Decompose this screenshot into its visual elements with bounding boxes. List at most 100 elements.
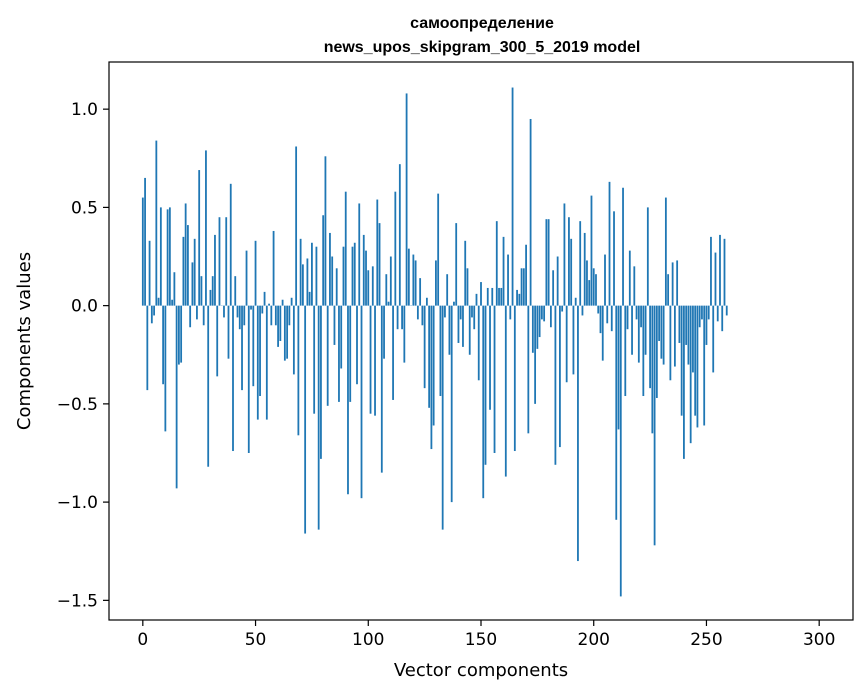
bar-16: [177, 305, 180, 365]
bar-121: [414, 260, 417, 306]
bar-30: [209, 289, 212, 306]
bar-211: [617, 305, 620, 430]
bar-182: [552, 270, 555, 306]
bars-group: [141, 87, 728, 597]
bar-60: [277, 305, 279, 347]
bar-12: [168, 207, 171, 306]
bar-136: [448, 305, 451, 355]
bar-238: [678, 305, 681, 343]
bar-98: [362, 234, 365, 306]
bar-56: [268, 303, 270, 306]
bar-100: [367, 270, 370, 306]
bar-220: [637, 305, 640, 363]
bar-110: [389, 256, 392, 306]
bar-144: [466, 268, 469, 306]
bar-214: [624, 305, 627, 397]
bar-33: [216, 305, 219, 377]
bar-145: [468, 305, 471, 355]
bar-135: [446, 274, 449, 306]
bar-143: [464, 240, 467, 306]
bar-140: [457, 305, 460, 343]
bar-142: [462, 305, 464, 347]
bar-111: [392, 305, 394, 400]
bar-165: [513, 305, 516, 452]
bar-199: [590, 195, 593, 306]
bar-178: [543, 305, 546, 322]
bar-246: [696, 305, 699, 428]
bar-14: [173, 272, 176, 306]
bar-197: [586, 260, 588, 306]
bar-229: [658, 305, 661, 341]
bar-50: [254, 240, 257, 306]
bar-101: [369, 305, 372, 414]
bar-18: [182, 236, 185, 306]
bar-17: [180, 305, 183, 363]
x-tick-label: 0: [137, 630, 148, 650]
bar-45: [243, 305, 246, 326]
bar-88: [340, 305, 343, 369]
bar-247: [698, 305, 701, 328]
bar-117: [405, 93, 408, 306]
bar-152: [484, 305, 487, 465]
bar-94: [353, 242, 356, 306]
bar-253: [712, 305, 715, 373]
bar-26: [200, 276, 203, 306]
bar-192: [574, 297, 577, 306]
bar-237: [676, 260, 679, 306]
bar-176: [538, 305, 541, 338]
y-tick-label: 1.0: [71, 100, 98, 120]
bar-154: [489, 305, 491, 410]
y-tick-label: −0.5: [57, 395, 98, 415]
bar-215: [626, 305, 629, 330]
bar-69: [297, 305, 300, 436]
bar-65: [288, 305, 291, 326]
bar-193: [577, 305, 579, 562]
bar-105: [378, 223, 381, 306]
bar-7: [157, 297, 160, 306]
bar-219: [635, 305, 638, 320]
bar-51: [256, 305, 259, 420]
bar-122: [416, 305, 419, 320]
bar-234: [669, 305, 672, 381]
bar-217: [631, 305, 633, 355]
bar-255: [716, 305, 719, 322]
bar-10: [164, 305, 167, 432]
bar-47: [247, 305, 250, 453]
bar-230: [660, 305, 663, 359]
bar-55: [265, 305, 268, 420]
x-tick-label: 300: [803, 630, 835, 650]
bar-227: [653, 305, 656, 546]
bar-72: [304, 305, 307, 534]
bar-146: [471, 305, 473, 318]
bar-112: [394, 191, 397, 306]
bar-184: [556, 256, 559, 306]
bar-128: [430, 305, 433, 450]
x-tick-label: 250: [690, 630, 722, 650]
x-tick-label: 150: [465, 630, 497, 650]
bar-259: [725, 305, 728, 316]
bar-206: [606, 305, 609, 324]
bar-209: [613, 211, 615, 306]
plot-frame: [108, 61, 854, 621]
bar-138: [453, 301, 455, 306]
y-axis-label: Components values: [14, 252, 35, 430]
bar-109: [387, 301, 390, 306]
bar-185: [559, 305, 561, 448]
bar-137: [450, 305, 453, 503]
y-axis-ticks: −1.5 −1.0 −0.5 0.0 0.5 1.0: [57, 100, 109, 611]
bar-258: [723, 238, 726, 306]
bar-81: [324, 156, 327, 306]
x-axis-label: Vector components: [394, 660, 568, 681]
bar-208: [610, 305, 613, 332]
bar-31: [211, 276, 214, 306]
bar-63: [283, 305, 286, 361]
bar-115: [401, 305, 403, 330]
bar-73: [306, 258, 309, 306]
bar-157: [495, 221, 498, 306]
bar-114: [398, 164, 401, 306]
bar-190: [570, 238, 573, 306]
x-tick-label: 50: [245, 630, 267, 650]
bar-150: [480, 282, 482, 306]
y-tick-label: 0.0: [71, 297, 98, 317]
